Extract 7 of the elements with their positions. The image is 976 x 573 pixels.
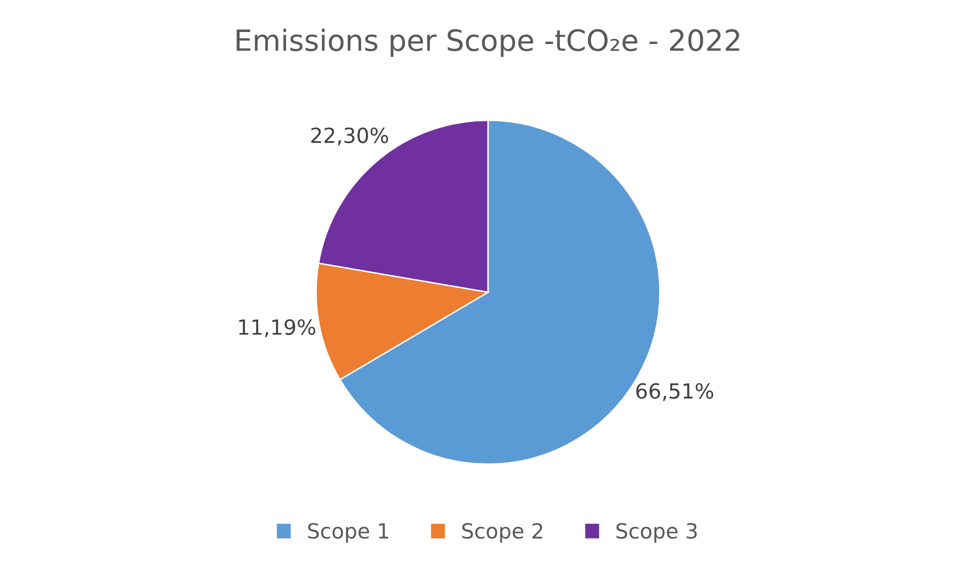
data-label: 22,30% [311, 127, 388, 146]
legend-label: Scope 2 [462, 522, 542, 543]
data-label: 11,19% [239, 319, 316, 338]
legend-label: Scope 3 [616, 522, 697, 543]
chart-title: Emissions per Scope -tCO₂e - 2022 [236, 28, 740, 57]
legend-label: Scope 1 [308, 522, 388, 543]
data-label: 66,51% [636, 383, 714, 401]
